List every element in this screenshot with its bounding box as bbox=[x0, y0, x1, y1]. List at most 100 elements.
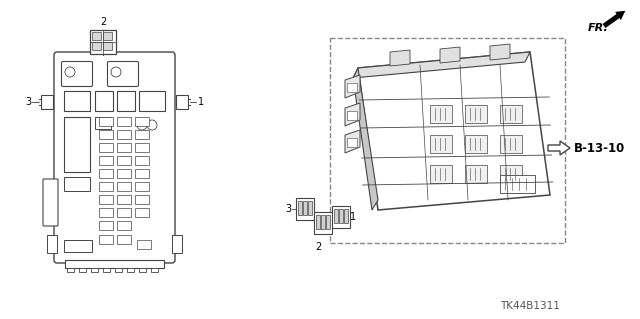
Polygon shape bbox=[345, 103, 360, 126]
Bar bbox=[135, 117, 149, 126]
Bar bbox=[330, 38, 565, 243]
Bar bbox=[115, 268, 122, 272]
Bar bbox=[92, 32, 101, 40]
Circle shape bbox=[111, 67, 121, 77]
Text: 3: 3 bbox=[285, 204, 291, 214]
Polygon shape bbox=[440, 47, 460, 63]
Text: TK44B1311: TK44B1311 bbox=[500, 301, 560, 311]
Bar bbox=[79, 268, 86, 272]
Bar bbox=[298, 201, 302, 215]
Bar bbox=[151, 268, 158, 272]
Polygon shape bbox=[345, 130, 360, 153]
Bar bbox=[103, 32, 112, 40]
Bar bbox=[135, 195, 149, 204]
Bar bbox=[344, 209, 348, 223]
Bar bbox=[117, 221, 131, 230]
Bar bbox=[99, 130, 113, 139]
Bar bbox=[465, 105, 487, 123]
Bar bbox=[92, 42, 101, 50]
Bar bbox=[303, 201, 307, 215]
Bar bbox=[99, 235, 113, 244]
Bar bbox=[67, 268, 74, 272]
Bar bbox=[117, 182, 131, 191]
Bar bbox=[99, 195, 113, 204]
Bar bbox=[103, 42, 112, 50]
Bar bbox=[430, 135, 452, 153]
Bar bbox=[117, 235, 131, 244]
Bar bbox=[500, 175, 535, 193]
Bar bbox=[99, 182, 113, 191]
Bar bbox=[91, 268, 98, 272]
Bar bbox=[308, 201, 312, 215]
Circle shape bbox=[147, 120, 157, 130]
Text: FR.: FR. bbox=[588, 23, 609, 33]
Bar bbox=[65, 260, 164, 268]
Bar bbox=[137, 240, 151, 249]
Text: 3: 3 bbox=[25, 97, 31, 107]
Bar bbox=[95, 117, 111, 129]
Bar bbox=[64, 91, 90, 111]
Bar bbox=[316, 215, 320, 229]
Bar bbox=[339, 209, 343, 223]
Bar bbox=[500, 165, 522, 183]
Polygon shape bbox=[358, 52, 550, 210]
Circle shape bbox=[65, 67, 75, 77]
Polygon shape bbox=[490, 44, 510, 60]
Bar bbox=[139, 268, 146, 272]
Bar bbox=[99, 208, 113, 217]
Polygon shape bbox=[345, 75, 360, 98]
Bar bbox=[99, 221, 113, 230]
Polygon shape bbox=[353, 52, 530, 78]
Bar bbox=[430, 165, 452, 183]
Bar bbox=[321, 215, 325, 229]
Bar bbox=[64, 177, 90, 191]
Bar bbox=[99, 143, 113, 152]
Text: 2: 2 bbox=[100, 17, 106, 27]
Bar bbox=[135, 169, 149, 178]
FancyBboxPatch shape bbox=[43, 179, 58, 226]
Bar bbox=[64, 240, 92, 252]
Circle shape bbox=[137, 120, 147, 130]
Bar bbox=[64, 117, 90, 172]
Bar bbox=[296, 198, 314, 220]
Bar bbox=[117, 91, 135, 111]
Bar bbox=[95, 91, 113, 111]
Bar bbox=[465, 165, 487, 183]
Bar bbox=[90, 30, 116, 54]
Bar bbox=[117, 156, 131, 165]
Text: B-13-10: B-13-10 bbox=[574, 142, 625, 154]
Bar bbox=[139, 91, 165, 111]
Bar bbox=[500, 105, 522, 123]
Bar bbox=[332, 206, 350, 228]
FancyArrow shape bbox=[602, 11, 625, 28]
Bar bbox=[99, 117, 113, 126]
Bar bbox=[135, 208, 149, 217]
Bar bbox=[347, 138, 357, 147]
Bar bbox=[135, 156, 149, 165]
Text: 2: 2 bbox=[315, 242, 321, 252]
Bar bbox=[117, 169, 131, 178]
Bar bbox=[99, 156, 113, 165]
Bar bbox=[135, 182, 149, 191]
Bar bbox=[47, 235, 57, 253]
Bar bbox=[334, 209, 338, 223]
Bar bbox=[314, 212, 332, 234]
Bar bbox=[465, 135, 487, 153]
Text: 1: 1 bbox=[350, 212, 356, 222]
Bar bbox=[172, 235, 182, 253]
Bar bbox=[117, 130, 131, 139]
Bar bbox=[99, 169, 113, 178]
Bar bbox=[103, 268, 110, 272]
Bar bbox=[117, 208, 131, 217]
Bar bbox=[135, 143, 149, 152]
Bar bbox=[347, 83, 357, 92]
Bar bbox=[117, 117, 131, 126]
Polygon shape bbox=[390, 50, 410, 66]
Bar bbox=[117, 143, 131, 152]
FancyBboxPatch shape bbox=[108, 62, 138, 86]
Bar bbox=[117, 195, 131, 204]
Polygon shape bbox=[353, 68, 378, 210]
Bar bbox=[326, 215, 330, 229]
FancyBboxPatch shape bbox=[61, 62, 93, 86]
FancyBboxPatch shape bbox=[54, 52, 175, 263]
